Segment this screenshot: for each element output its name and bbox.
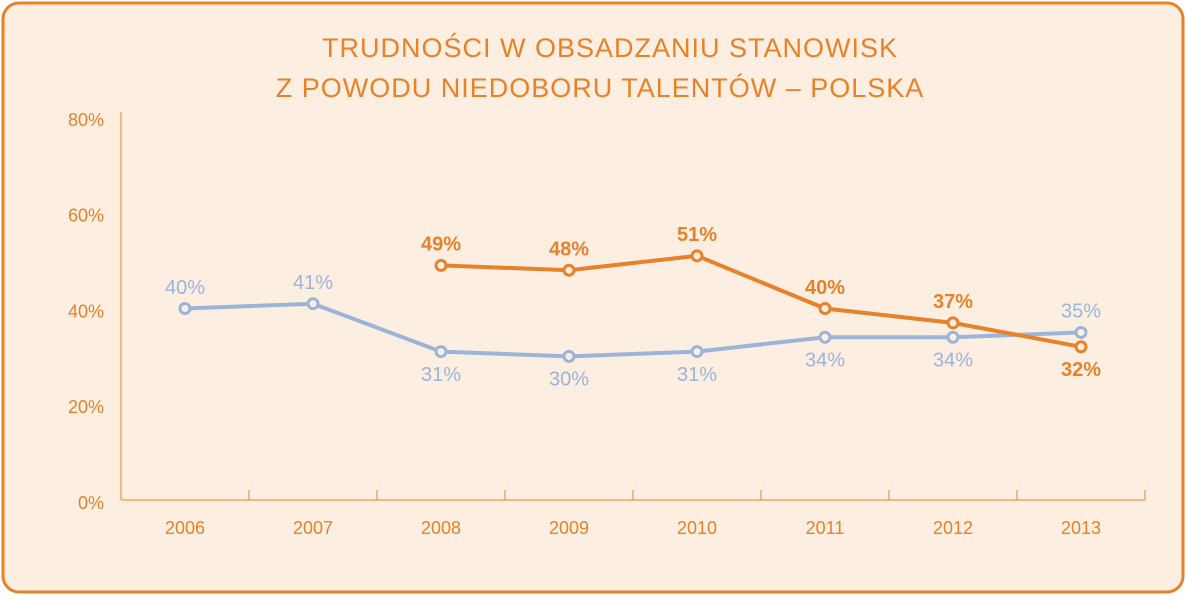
series-line	[440, 253, 1082, 349]
data-label: 30%	[549, 369, 589, 391]
data-label: 34%	[933, 350, 973, 372]
data-point	[946, 330, 960, 344]
data-point	[434, 345, 448, 359]
data-point	[562, 263, 576, 277]
x-tick-label: 2011	[806, 518, 845, 538]
y-tick-label: 60%	[68, 206, 104, 226]
data-label: 41%	[293, 272, 333, 294]
data-point	[690, 345, 704, 359]
data-label: 37%	[933, 291, 973, 313]
data-label: 31%	[421, 364, 461, 386]
data-label: 31%	[677, 364, 717, 386]
data-label: 40%	[805, 277, 845, 299]
data-point	[818, 302, 832, 315]
data-point	[434, 258, 448, 272]
data-point	[1074, 325, 1088, 339]
x-tick-label: 2012	[933, 518, 973, 538]
chart-title: TRUDNOŚCI W OBSADZANIU STANOWISK	[322, 31, 898, 63]
chart-title: Z POWODU NIEDOBORU TALENTÓW – POLSKA	[276, 72, 925, 103]
y-tick-label: 80%	[68, 110, 104, 130]
y-tick-label: 0%	[78, 493, 104, 513]
data-label: 32%	[1061, 359, 1101, 381]
series-line	[184, 301, 1082, 359]
data-point	[562, 349, 576, 363]
x-tick-label: 2009	[549, 518, 589, 538]
data-point	[690, 249, 704, 263]
data-point	[818, 330, 832, 344]
x-tick-label: 2008	[421, 518, 461, 538]
y-tick-label: 20%	[68, 397, 104, 417]
x-tick-label: 2006	[165, 518, 205, 538]
x-tick-label: 2007	[293, 518, 333, 538]
data-label: 49%	[421, 234, 461, 256]
data-point	[946, 316, 960, 330]
x-tick-label: 2010	[677, 518, 717, 538]
data-label: 51%	[677, 224, 717, 246]
data-label: 34%	[805, 350, 845, 372]
data-label: 48%	[549, 238, 589, 260]
data-label: 40%	[165, 277, 205, 299]
data-point	[306, 297, 320, 311]
x-tick-label: 2013	[1061, 518, 1101, 538]
data-label: 35%	[1061, 301, 1101, 323]
data-point	[178, 302, 192, 315]
data-point	[1074, 340, 1088, 354]
y-tick-label: 40%	[68, 301, 104, 321]
